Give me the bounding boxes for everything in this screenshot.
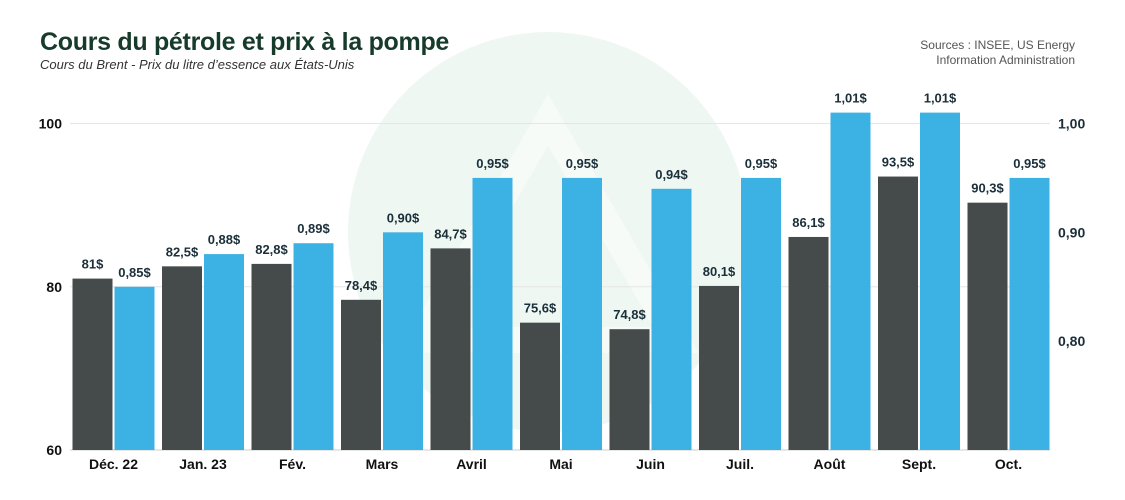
x-axis: Déc. 22 Jan. 23 Fév. Mars Avril Mai Juin Juil. A… bbox=[89, 456, 1022, 472]
gasoline-data-label: 0,95$ bbox=[1013, 156, 1046, 171]
gasoline-bar bbox=[114, 286, 155, 450]
bars bbox=[72, 112, 1050, 451]
gasoline-data-label: 0,89$ bbox=[297, 221, 330, 236]
right-axis: 0,80 0,90 1,00 bbox=[1058, 116, 1085, 350]
gasoline-bar bbox=[204, 254, 244, 450]
source-line-1: Sources : INSEE, US Energy bbox=[920, 38, 1075, 52]
brent-data-label: 80,1$ bbox=[703, 264, 736, 279]
x-tick-label: Oct. bbox=[995, 456, 1022, 472]
x-tick-label: Août bbox=[814, 456, 846, 472]
gasoline-data-label: 0,90$ bbox=[387, 210, 420, 225]
left-tick-label: 80 bbox=[46, 279, 62, 295]
brent-data-label: 93,5$ bbox=[882, 155, 915, 170]
brent-bar bbox=[967, 202, 1008, 450]
gasoline-data-label: 1,01$ bbox=[924, 91, 957, 106]
right-tick-label: 1,00 bbox=[1058, 116, 1085, 132]
source-note: Sources : INSEE, US Energy Information A… bbox=[875, 38, 1075, 68]
brent-data-label: 81$ bbox=[82, 257, 104, 272]
brent-data-label: 84,7$ bbox=[434, 226, 467, 241]
brent-bar bbox=[251, 263, 292, 450]
x-tick-label: Mai bbox=[549, 456, 572, 472]
brent-bar bbox=[699, 285, 739, 450]
gasoline-bar bbox=[651, 188, 692, 451]
left-axis: 60 80 100 bbox=[39, 116, 63, 459]
data-labels: 81$ 0,85$ 82,5$ 0,88$ 82,8$ 0,89$ 78,4$ 0,90$ 84… bbox=[82, 91, 1047, 323]
chart-subtitle: Cours du Brent - Prix du litre d’essence… bbox=[40, 57, 355, 72]
brent-data-label: 78,4$ bbox=[345, 278, 378, 293]
x-tick-label: Mars bbox=[366, 456, 399, 472]
gasoline-data-label: 0,95$ bbox=[745, 156, 778, 171]
x-tick-label: Fév. bbox=[279, 456, 306, 472]
x-tick-label: Avril bbox=[456, 456, 487, 472]
source-line-2: Information Administration bbox=[936, 53, 1075, 67]
chart-title: Cours du pétrole et prix à la pompe bbox=[40, 28, 450, 56]
brent-bar bbox=[162, 266, 202, 450]
brent-bar bbox=[520, 322, 560, 450]
x-tick-label: Sept. bbox=[902, 456, 936, 472]
right-tick-label: 0,80 bbox=[1058, 333, 1085, 349]
brent-data-label: 82,5$ bbox=[166, 244, 199, 259]
gasoline-bar bbox=[293, 243, 334, 450]
gasoline-bar bbox=[1009, 177, 1050, 450]
gasoline-data-label: 1,01$ bbox=[834, 91, 867, 106]
x-tick-label: Juin bbox=[636, 456, 665, 472]
gasoline-bar bbox=[472, 177, 513, 450]
right-tick-label: 0,90 bbox=[1058, 224, 1085, 240]
gasoline-bar bbox=[562, 177, 602, 450]
gasoline-bar bbox=[920, 112, 960, 450]
gasoline-data-label: 0,88$ bbox=[208, 232, 241, 247]
gasoline-data-label: 0,95$ bbox=[566, 156, 599, 171]
x-tick-label: Déc. 22 bbox=[89, 456, 138, 472]
gasoline-data-label: 0,95$ bbox=[476, 156, 509, 171]
brent-data-label: 82,8$ bbox=[255, 242, 288, 257]
brent-bar bbox=[341, 299, 381, 450]
brent-bar bbox=[878, 176, 918, 450]
gasoline-data-label: 0,94$ bbox=[655, 167, 688, 182]
brent-bar bbox=[788, 236, 829, 450]
gasoline-data-label: 0,85$ bbox=[118, 265, 151, 280]
brent-data-label: 75,6$ bbox=[524, 301, 557, 316]
gasoline-bar bbox=[383, 232, 423, 450]
brent-data-label: 90,3$ bbox=[971, 181, 1004, 196]
brent-bar bbox=[609, 329, 650, 450]
brent-bar bbox=[430, 248, 471, 450]
brent-data-label: 74,8$ bbox=[613, 307, 646, 322]
x-tick-label: Jan. 23 bbox=[179, 456, 227, 472]
left-tick-label: 60 bbox=[46, 442, 62, 458]
gasoline-bar bbox=[830, 112, 871, 450]
x-tick-label: Juil. bbox=[726, 456, 754, 472]
brent-data-label: 86,1$ bbox=[792, 215, 825, 230]
gasoline-bar bbox=[741, 177, 781, 450]
brent-bar bbox=[72, 278, 113, 450]
left-tick-label: 100 bbox=[39, 116, 63, 132]
